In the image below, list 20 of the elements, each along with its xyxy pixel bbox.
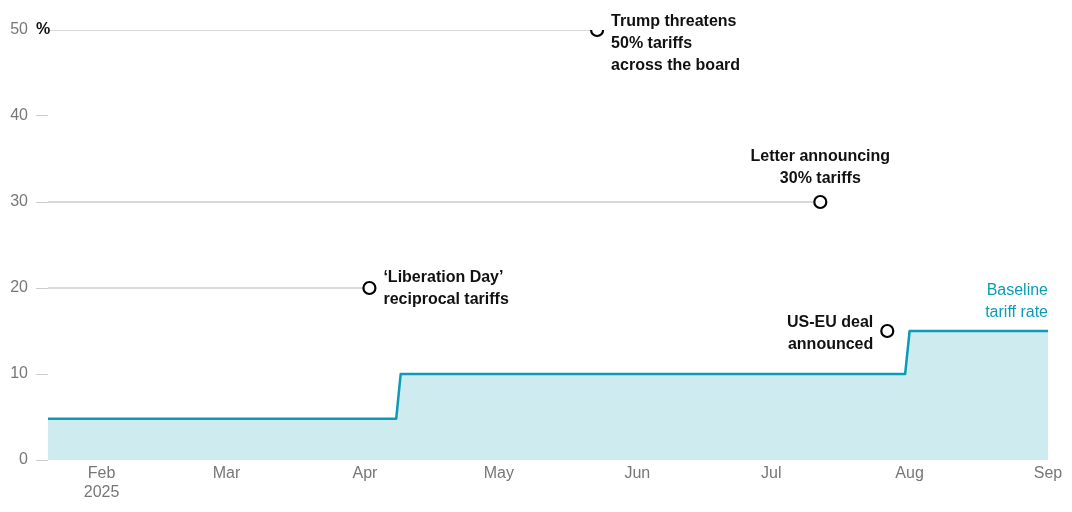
x-tick-label: Jul — [760, 464, 782, 482]
x-tick-label: Mar — [212, 464, 242, 482]
x-tick-label: Jun — [624, 464, 651, 482]
series-label: Baseline tariff rate — [985, 281, 1049, 321]
y-tick-label: 30 — [10, 192, 29, 210]
annotation: ‘Liberation Day’ reciprocal tariffs — [383, 268, 509, 308]
x-tick-label: Apr — [352, 464, 379, 482]
y-tick-label: 50 — [10, 20, 29, 38]
y-tick-label: 40 — [10, 106, 29, 124]
annotation: Trump threatens 50% tariffs across the board — [611, 12, 741, 74]
x-tick-label: Sep — [1033, 464, 1063, 482]
annotation: Letter announcing 30% tariffs — [750, 147, 891, 187]
y-tick-label: 10 — [10, 364, 29, 382]
annotation: US-EU deal announced — [787, 313, 874, 353]
y-axis-title: % — [36, 20, 51, 38]
x-tick-label: Aug — [895, 464, 924, 482]
x-tick-label: Feb 2025 — [83, 464, 120, 501]
y-tick-label: 0 — [19, 450, 29, 468]
x-tick-label: May — [483, 464, 515, 482]
y-tick-label: 20 — [10, 278, 29, 296]
